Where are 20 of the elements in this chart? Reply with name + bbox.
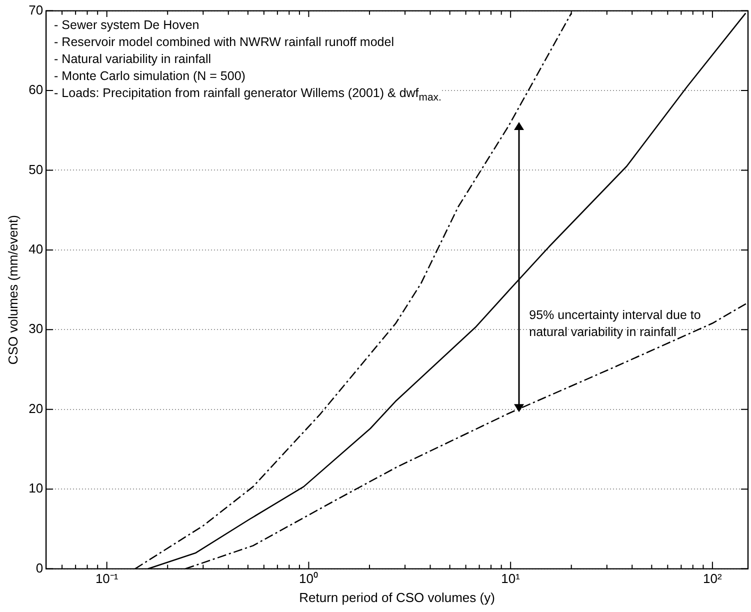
x-tick-label: 10²	[703, 571, 723, 586]
y-tick-label: 50	[28, 162, 44, 177]
annotation: - Sewer system De Hoven	[54, 18, 200, 32]
annotation: - Natural variability in rainfall	[54, 52, 212, 66]
annotation: 95% uncertainty interval due to natural variability in rainfall	[529, 306, 702, 341]
annotation: - Reservoir model combined with NWRW rainfall runoff model	[54, 34, 394, 49]
y-tick-label: 10	[28, 480, 44, 496]
annotation: - Monte Carlo simulation (N = 500)	[54, 68, 246, 83]
y-tick-label: 60	[28, 82, 44, 98]
x-tick-label: 10⁰	[298, 571, 318, 586]
y-tick-label: 0	[36, 560, 44, 576]
x-tick-label: 10¹	[501, 571, 521, 586]
y-tick-label: 40	[28, 242, 44, 257]
y-tick-label: 20	[28, 400, 44, 416]
y-tick-label: 70	[28, 2, 44, 18]
annotation: - Loads: Precipitation from rainfall generator Willems (2001) & dwf$_{max.}$	[54, 86, 442, 104]
y-axis-title: CSO volumes (mm/event)	[5, 215, 20, 365]
x-tick-label: 10⁻¹	[95, 571, 119, 586]
y-tick-label: 30	[28, 321, 44, 336]
x-axis-title: Return period of CSO volumes (y)	[299, 590, 495, 605]
